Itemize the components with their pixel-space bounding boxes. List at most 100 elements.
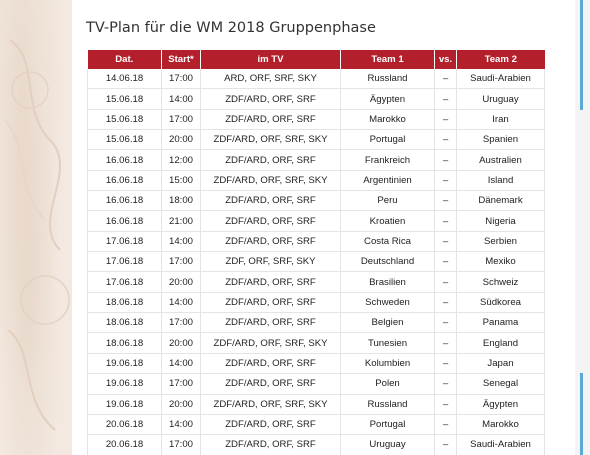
- cell-tv: ZDF/ARD, ORF, SRF: [200, 353, 341, 375]
- table-row: 16.06.18 18:00 ZDF/ARD, ORF, SRF Peru – Dänem…: [87, 190, 545, 212]
- cell-vs: –: [434, 231, 457, 253]
- cell-team2: Nigeria: [456, 210, 545, 232]
- cell-team2: Senegal: [456, 373, 545, 395]
- cell-tv: ZDF/ARD, ORF, SRF, SKY: [200, 332, 341, 354]
- cell-vs: –: [434, 434, 457, 455]
- cell-vs: –: [434, 312, 457, 334]
- cell-team1: Tunesien: [340, 332, 435, 354]
- cell-vs: –: [434, 149, 457, 171]
- cell-tv: ZDF/ARD, ORF, SRF: [200, 271, 341, 293]
- cell-date: 15.06.18: [87, 88, 162, 110]
- table-row: 15.06.18 17:00 ZDF/ARD, ORF, SRF Marokko – Ir…: [87, 109, 545, 131]
- cell-tv: ZDF/ARD, ORF, SRF: [200, 434, 341, 455]
- cell-start: 12:00: [161, 149, 201, 171]
- cell-vs: –: [434, 69, 457, 90]
- cell-start: 17:00: [161, 373, 201, 395]
- right-sidebar-edge: [575, 0, 590, 455]
- table-row: 18.06.18 17:00 ZDF/ARD, ORF, SRF Belgien – Pa…: [87, 312, 545, 334]
- cell-team1: Portugal: [340, 414, 435, 436]
- cell-start: 17:00: [161, 251, 201, 273]
- cell-tv: ZDF, ORF, SRF, SKY: [200, 251, 341, 273]
- cell-date: 17.06.18: [87, 271, 162, 293]
- cell-date: 15.06.18: [87, 109, 162, 131]
- cell-date: 16.06.18: [87, 190, 162, 212]
- cell-team1: Peru: [340, 190, 435, 212]
- cell-vs: –: [434, 88, 457, 110]
- cell-start: 20:00: [161, 271, 201, 293]
- page-title: TV-Plan für die WM 2018 Gruppenphase: [86, 20, 376, 36]
- cell-vs: –: [434, 271, 457, 293]
- cell-vs: –: [434, 251, 457, 273]
- cell-vs: –: [434, 210, 457, 232]
- cell-team1: Deutschland: [340, 251, 435, 273]
- table-row: 15.06.18 14:00 ZDF/ARD, ORF, SRF Ägypten – Ur…: [87, 88, 545, 110]
- background-ornament: [0, 0, 72, 455]
- cell-team2: Ägypten: [456, 394, 545, 415]
- cell-tv: ZDF/ARD, ORF, SRF, SKY: [200, 129, 341, 151]
- cell-date: 17.06.18: [87, 231, 162, 253]
- cell-start: 14:00: [161, 292, 201, 314]
- cell-team1: Argentinien: [340, 170, 435, 192]
- cell-team1: Kroatien: [340, 210, 435, 232]
- table-header-row: Dat. Start* im TV Team 1 vs. Team 2: [87, 50, 545, 69]
- cell-team2: Island: [456, 170, 545, 192]
- cell-start: 21:00: [161, 210, 201, 232]
- table-row: 16.06.18 12:00 ZDF/ARD, ORF, SRF Frankreich…: [87, 149, 545, 171]
- cell-tv: ZDF/ARD, ORF, SRF, SKY: [200, 394, 341, 415]
- cell-tv: ZDF/ARD, ORF, SRF: [200, 231, 341, 253]
- cell-date: 16.06.18: [87, 149, 162, 171]
- cell-team1: Marokko: [340, 109, 435, 131]
- table-row: 15.06.18 20:00 ZDF/ARD, ORF, SRF, SKY Portu…: [87, 129, 545, 151]
- cell-start: 18:00: [161, 190, 201, 212]
- table-row: 18.06.18 14:00 ZDF/ARD, ORF, SRF Schweden – S…: [87, 292, 545, 314]
- cell-team2: Panama: [456, 312, 545, 334]
- cell-date: 19.06.18: [87, 353, 162, 375]
- cell-tv: ZDF/ARD, ORF, SRF: [200, 210, 341, 232]
- cell-start: 17:00: [161, 312, 201, 334]
- cell-team2: Serbien: [456, 231, 545, 253]
- cell-team2: Spanien: [456, 129, 545, 151]
- cell-date: 20.06.18: [87, 434, 162, 455]
- cell-start: 20:00: [161, 332, 201, 354]
- table-row: 16.06.18 15:00 ZDF/ARD, ORF, SRF, SKY Argen…: [87, 170, 545, 192]
- cell-team1: Schweden: [340, 292, 435, 314]
- cell-start: 14:00: [161, 353, 201, 375]
- cell-team2: Saudi-Arabien: [456, 69, 545, 90]
- cell-start: 17:00: [161, 69, 201, 90]
- cell-team1: Brasilien: [340, 271, 435, 293]
- table-row: 20.06.18 14:00 ZDF/ARD, ORF, SRF Portugal – M…: [87, 414, 545, 436]
- table-row: 17.06.18 14:00 ZDF/ARD, ORF, SRF Costa Rica…: [87, 231, 545, 253]
- cell-date: 14.06.18: [87, 69, 162, 90]
- cell-vs: –: [434, 373, 457, 395]
- cell-date: 18.06.18: [87, 312, 162, 334]
- cell-date: 19.06.18: [87, 373, 162, 395]
- cell-start: 20:00: [161, 394, 201, 415]
- cell-team1: Frankreich: [340, 149, 435, 171]
- cell-date: 20.06.18: [87, 414, 162, 436]
- table-row: 16.06.18 21:00 ZDF/ARD, ORF, SRF Kroatien – N…: [87, 210, 545, 232]
- cell-vs: –: [434, 414, 457, 436]
- table-row: 20.06.18 17:00 ZDF/ARD, ORF, SRF Uruguay – Sa…: [87, 434, 545, 455]
- cell-vs: –: [434, 292, 457, 314]
- accent-bar-bottom: [580, 373, 583, 455]
- cell-team1: Portugal: [340, 129, 435, 151]
- cell-tv: ZDF/ARD, ORF, SRF, SKY: [200, 170, 341, 192]
- cell-tv: ZDF/ARD, ORF, SRF: [200, 373, 341, 395]
- table-row: 17.06.18 20:00 ZDF/ARD, ORF, SRF Brasilien –…: [87, 271, 545, 293]
- cell-team1: Russland: [340, 394, 435, 415]
- cell-date: 15.06.18: [87, 129, 162, 151]
- cell-team2: Marokko: [456, 414, 545, 436]
- cell-team2: Australien: [456, 149, 545, 171]
- cell-team2: Uruguay: [456, 88, 545, 110]
- cell-date: 16.06.18: [87, 210, 162, 232]
- cell-start: 14:00: [161, 231, 201, 253]
- table-row: 19.06.18 17:00 ZDF/ARD, ORF, SRF Polen – Sene…: [87, 373, 545, 395]
- cell-team2: Japan: [456, 353, 545, 375]
- cell-date: 16.06.18: [87, 170, 162, 192]
- cell-team1: Ägypten: [340, 88, 435, 110]
- cell-team2: Iran: [456, 109, 545, 131]
- cell-start: 17:00: [161, 434, 201, 455]
- cell-team2: Dänemark: [456, 190, 545, 212]
- cell-date: 18.06.18: [87, 332, 162, 354]
